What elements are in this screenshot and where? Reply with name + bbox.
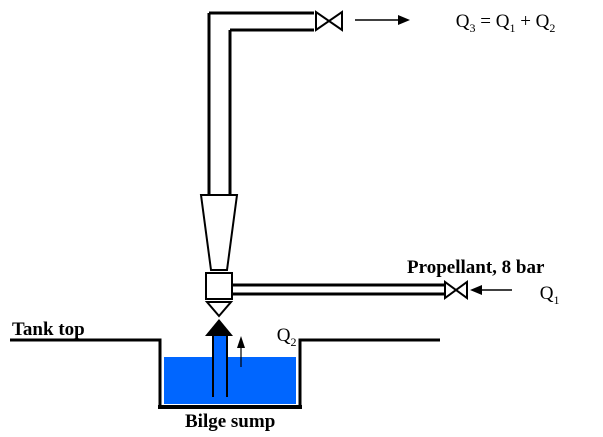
propellant-valve-icon [444,280,468,300]
suction-pipe [212,336,228,397]
suction-flow-arrow [205,319,233,336]
propellant-flow-arrow [470,285,512,295]
q1-inlet-label: Q1 [516,283,574,309]
ejector-diffuser [199,194,239,271]
ejector-nozzle [204,301,234,318]
discharge-flow-arrow [355,15,410,25]
discharge-pipe-vertical [207,13,232,195]
q3-equation-label: Q3 = Q1 + Q2 [432,11,570,37]
discharge-pipe-horizontal [209,11,314,32]
propellant-label: Propellant, 8 bar [407,257,545,278]
ejector-chamber [205,272,233,300]
discharge-valve-icon [315,10,343,32]
q2-flow-arrow [237,336,245,367]
tank-top-label: Tank top [12,319,85,340]
propellant-pipe [232,283,444,296]
bilge-sump-label: Bilge sump [185,411,275,432]
q2-suction-label: Q2 [253,325,311,351]
sump-water [164,357,296,404]
